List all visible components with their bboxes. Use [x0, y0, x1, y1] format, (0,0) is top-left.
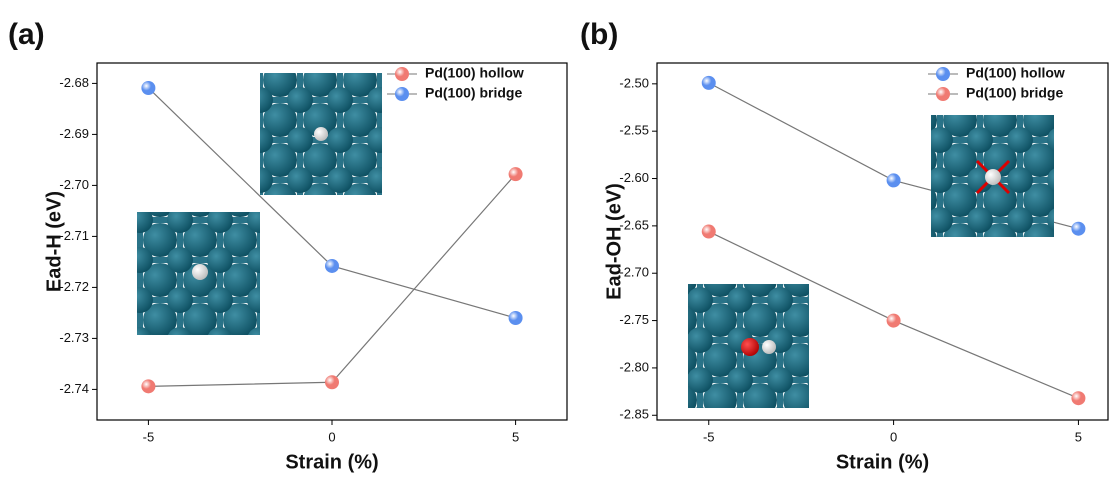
y-tick-label: -2.69 — [59, 126, 89, 141]
x-axis-title: Strain (%) — [285, 451, 378, 473]
panel-label: (a) — [8, 18, 45, 51]
inset-images — [137, 73, 1054, 408]
y-tick-label: -2.68 — [59, 75, 89, 90]
legend-label: Pd(100) hollow — [425, 65, 524, 81]
x-tick-label: 5 — [512, 429, 519, 444]
panel-label: (b) — [580, 18, 618, 51]
y-tick-label: -2.65 — [619, 217, 649, 232]
o-atom — [741, 338, 759, 356]
h-atom — [192, 264, 208, 280]
legend-marker — [395, 87, 409, 101]
y-tick-label: -2.55 — [619, 123, 649, 138]
x-tick-label: -5 — [703, 429, 715, 444]
y-tick-label: -2.80 — [619, 359, 649, 374]
y-tick-label: -2.73 — [59, 330, 89, 345]
y-tick-label: -2.70 — [59, 177, 89, 192]
x-tick-label: 0 — [328, 429, 335, 444]
legend-marker — [936, 87, 950, 101]
y-axis-title: Ead-OH (eV) — [603, 183, 625, 300]
point — [1071, 391, 1085, 405]
y-tick-label: -2.70 — [619, 265, 649, 280]
point — [325, 259, 339, 273]
y-tick-label: -2.72 — [59, 279, 89, 294]
point — [509, 311, 523, 325]
point — [141, 81, 155, 95]
y-tick-label: -2.60 — [619, 170, 649, 185]
legend-marker — [936, 67, 950, 81]
h-atom — [314, 127, 328, 141]
point — [1071, 222, 1085, 236]
x-tick-label: 5 — [1075, 429, 1082, 444]
h-atom — [985, 169, 1001, 185]
figure: (a)Strain (%)Ead-H (eV)-2.68-2.69-2.70-2… — [0, 0, 1116, 479]
point — [887, 173, 901, 187]
point — [887, 314, 901, 328]
x-tick-label: -5 — [143, 429, 155, 444]
y-tick-label: -2.50 — [619, 75, 649, 90]
point — [702, 76, 716, 90]
point — [509, 167, 523, 181]
legend-label: Pd(100) hollow — [966, 65, 1065, 81]
point — [325, 375, 339, 389]
y-tick-label: -2.71 — [59, 228, 89, 243]
legend-marker — [395, 67, 409, 81]
legend-label: Pd(100) bridge — [966, 85, 1063, 101]
x-axis-title: Strain (%) — [836, 451, 929, 473]
x-tick-label: 0 — [890, 429, 897, 444]
panel: (b) Strain (%) Ead-OH (eV) -2.50 -2.55 -2.60 -… — [580, 18, 1108, 473]
point — [702, 225, 716, 239]
y-tick-label: -2.74 — [59, 381, 89, 396]
h-atom — [762, 340, 776, 354]
legend-label: Pd(100) bridge — [425, 85, 522, 101]
y-tick-label: -2.75 — [619, 312, 649, 327]
point — [141, 379, 155, 393]
y-tick-label: -2.85 — [619, 407, 649, 422]
